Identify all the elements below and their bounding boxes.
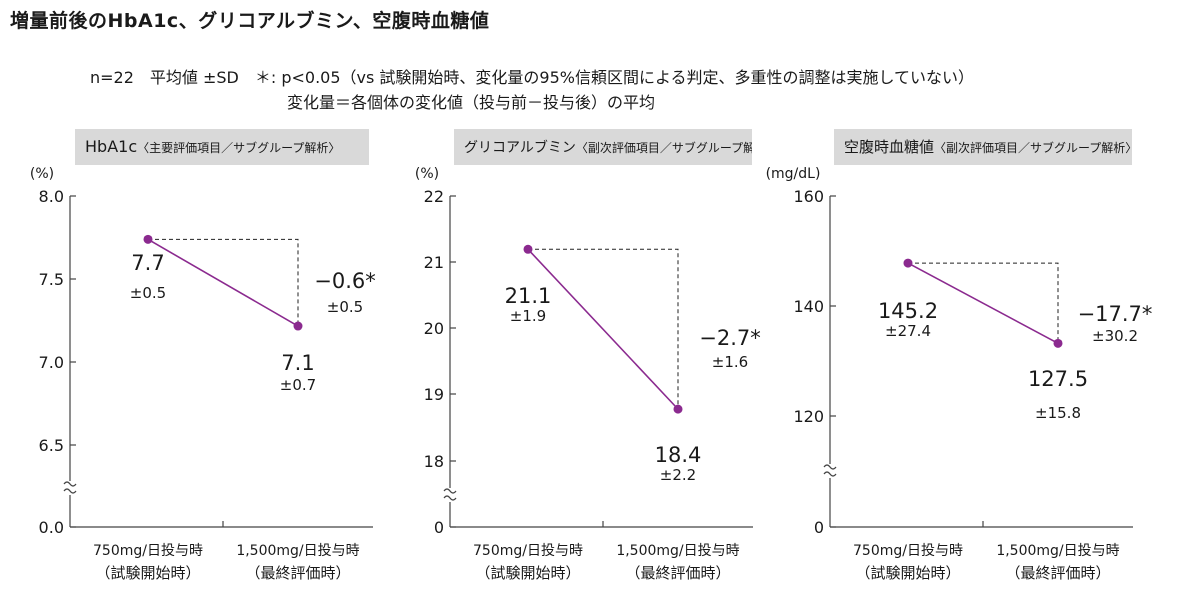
chart2-x-category-label: 1,500mg/日投与時 (616, 543, 739, 559)
chart1-axis-break-mark (63, 481, 77, 494)
chart1-y-tick-label: 7.5 (39, 270, 64, 289)
panel-title-glycoalbumin: グリコアルブミン〈副次評価項目／サブグループ解析〉 (454, 129, 752, 165)
chart1-y-tick-label: 7.0 (39, 353, 64, 372)
chart2-y-tick-label: 0 (434, 518, 444, 537)
chart3-value-label: 127.5 (1028, 367, 1088, 391)
chart2-x-category-sublabel: （最終評価時） (625, 564, 730, 582)
chart3-change-bracket (908, 262, 1059, 344)
chart3-y-tick-label: 0 (814, 518, 824, 537)
chart1-value-label: 7.7 (131, 251, 164, 275)
chart2-x-category-label: 750mg/日投与時 (473, 543, 583, 559)
chart1-series-line (147, 238, 299, 327)
chart3-axis-break-mark (823, 464, 837, 477)
chart3-data-point (1053, 338, 1063, 348)
chart1-change-sd-label: ±0.5 (327, 298, 363, 316)
chart2-y-tick-label: 19 (424, 385, 444, 404)
chart1-y-tick-label: 6.5 (39, 436, 64, 455)
note-line-2: 変化量＝各個体の変化値（投与前－投与後）の平均 (287, 93, 656, 112)
chart1-data-point (293, 321, 303, 331)
note-line-1: n=22 平均値 ±SD ＊: p<0.05（vs 試験開始時、変化量の95%信… (90, 68, 975, 87)
chart3-x-category-label: 1,500mg/日投与時 (996, 543, 1119, 559)
panel-title-sub: 〈副次評価項目／サブグループ解析〉 (934, 141, 1132, 155)
chart1-unit-label: (%) (30, 166, 54, 182)
chart2-change-label: −2.7* (699, 326, 761, 350)
chart1-change-bracket (148, 238, 299, 327)
panel-title-main: HbA1c (85, 137, 138, 156)
chart1-sd-label: ±0.5 (130, 284, 166, 302)
chart3-sd-label: ±15.8 (1035, 404, 1081, 422)
chart1-data-point (143, 234, 153, 244)
panel-title-main: グリコアルブミン (464, 140, 576, 156)
panel-title-hba1c: HbA1c〈主要評価項目／サブグループ解析〉 (75, 129, 369, 165)
chart3-data-point (903, 258, 913, 268)
chart3-sd-label: ±27.4 (885, 322, 931, 340)
chart1-x-category-label: 750mg/日投与時 (93, 543, 203, 559)
chart2-sd-label: ±2.2 (660, 466, 696, 484)
chart2-value-label: 21.1 (505, 284, 552, 308)
chart3-x-category-label: 750mg/日投与時 (853, 543, 963, 559)
chart1-change-label: −0.6* (314, 269, 376, 293)
chart2-value-label: 18.4 (655, 443, 702, 467)
chart2-y-tick-label: 21 (424, 253, 444, 272)
page-title: 増量前後のHbA1c、グリコアルブミン、空腹時血糖値 (10, 10, 490, 32)
chart3-series-line (907, 262, 1059, 345)
chart3-x-category-sublabel: （最終評価時） (1005, 564, 1110, 582)
chart1-x-category-sublabel: （最終評価時） (245, 564, 350, 582)
chart3-value-label: 145.2 (878, 299, 938, 323)
chart3-change-label: −17.7* (1078, 302, 1153, 326)
chart1-value-label: 7.1 (281, 351, 314, 375)
panel-title-fasting-glucose: 空腹時血糖値〈副次評価項目／サブグループ解析〉 (834, 129, 1132, 165)
chart2-series-line (527, 248, 679, 410)
chart2-y-tick-label: 18 (424, 452, 444, 471)
chart2-axis-break-mark (443, 488, 457, 501)
chart1-sd-label: ±0.7 (280, 376, 316, 394)
chart3-y-tick-label: 140 (793, 297, 824, 316)
panel-title-sub: 〈主要評価項目／サブグループ解析〉 (137, 141, 341, 155)
chart2-change-sd-label: ±1.6 (712, 353, 748, 371)
chart3-unit-label: (mg/dL) (766, 166, 821, 182)
chart1-y-tick-label: 0.0 (39, 518, 64, 537)
chart2-data-point (523, 244, 533, 254)
chart2-sd-label: ±1.9 (510, 307, 546, 325)
chart1-x-category-label: 1,500mg/日投与時 (236, 543, 359, 559)
chart2-data-point (673, 404, 683, 414)
chart2-change-bracket (528, 248, 679, 410)
chart3-y-tick-label: 160 (793, 187, 824, 206)
chart1-x-category-sublabel: （試験開始時） (95, 564, 200, 582)
chart1-y-tick-label: 8.0 (39, 187, 64, 206)
chart2-unit-label: (%) (415, 166, 439, 182)
chart3-x-category-sublabel: （試験開始時） (855, 564, 960, 582)
chart3-y-tick-label: 120 (793, 407, 824, 426)
panel-title-sub: 〈副次評価項目／サブグループ解析〉 (575, 141, 752, 155)
chart2-y-tick-label: 22 (424, 187, 444, 206)
panel-title-main: 空腹時血糖値 (844, 138, 935, 156)
chart2-x-category-sublabel: （試験開始時） (475, 564, 580, 582)
chart3-change-sd-label: ±30.2 (1092, 327, 1138, 345)
chart2-y-tick-label: 20 (424, 319, 444, 338)
